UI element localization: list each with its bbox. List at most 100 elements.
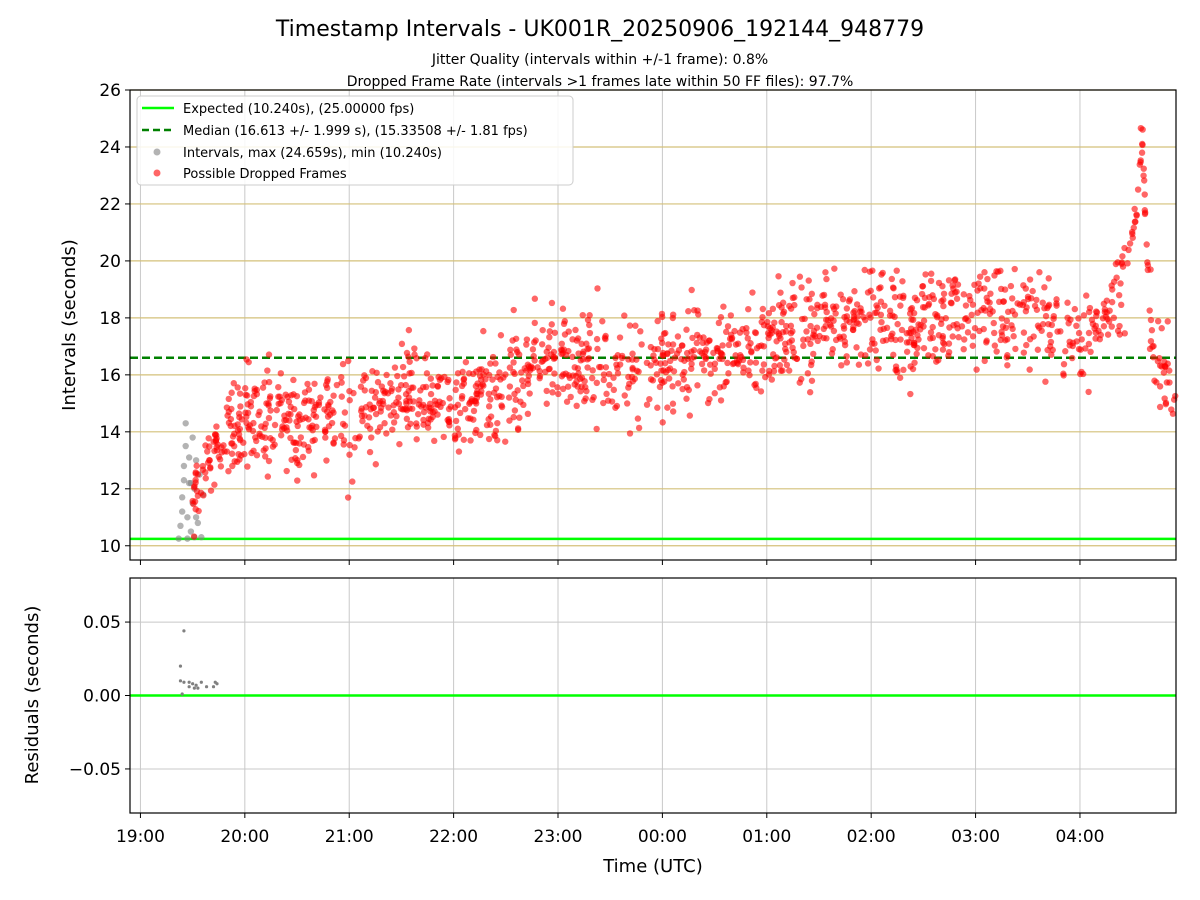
dropped-frame-point [877,311,885,319]
dropped-frame-point [1073,322,1080,330]
x-tick-label: 20:00 [220,827,269,847]
dropped-frame-point [647,343,655,351]
dropped-frame-point [485,435,493,443]
dropped-frame-point [665,341,672,348]
dropped-frame-point [269,443,277,450]
dropped-frame-point [275,383,282,391]
dropped-frame-point [813,324,821,331]
dropped-frame-point [883,324,891,332]
dropped-frame-point [1148,327,1156,334]
dropped-frame-point [411,345,418,352]
dropped-frame-point [539,326,546,334]
residual-point [215,682,219,686]
dropped-frame-point [331,435,339,442]
residual-point [191,682,195,686]
dropped-frame-point [621,392,628,399]
dropped-frame-point [561,318,569,325]
dropped-frame-point [600,371,608,378]
dropped-frame-point [424,424,432,431]
dropped-frame-point [734,340,742,347]
dropped-frame-point [271,421,279,429]
dropped-frame-point [785,367,793,374]
dropped-frame-point [875,365,882,372]
dropped-frame-point [373,369,380,376]
x-tick-label: 23:00 [534,827,583,847]
dropped-frame-point [1131,205,1138,213]
dropped-frame-point [590,394,597,401]
dropped-frame-point [974,309,981,316]
dropped-frame-point [474,390,481,398]
dropped-frame-point [454,401,462,409]
dropped-frame-point [1093,309,1101,316]
dropped-frame-point [253,452,261,459]
dropped-frame-point [586,329,594,337]
dropped-frame-point [265,414,273,422]
dropped-frame-point [811,332,819,340]
dropped-frame-point [729,360,737,368]
dropped-frame-point [1071,305,1079,313]
dropped-frame-point [907,325,915,332]
dropped-frame-point [398,340,406,348]
dropped-frame-point [776,362,784,369]
dropped-frame-point [717,397,725,404]
dropped-frame-point [766,331,773,338]
dropped-frame-point [310,406,317,414]
dropped-frame-point [276,393,283,400]
dropped-frame-point [1130,224,1137,231]
dropped-frame-point [371,394,379,401]
dropped-frame-point [247,398,255,406]
dropped-frame-point [1160,369,1168,376]
dropped-frame-point [888,275,896,283]
residual-point [187,680,191,684]
dropped-frame-point [1110,314,1118,322]
dropped-frame-point [1112,260,1120,268]
top-x-ticks [139,560,1081,565]
dropped-frame-point [498,393,505,401]
dropped-frame-point [1109,286,1116,293]
dropped-frame-point [460,375,468,382]
dropped-frame-point [346,451,353,458]
dropped-frame-point [330,392,337,399]
dropped-frame-point [688,348,695,355]
dropped-frame-point [588,374,596,382]
dropped-frame-point [946,324,953,331]
interval-point [185,454,193,461]
dropped-frame-point [669,400,677,407]
dropped-frame-point [961,336,968,343]
dropped-frame-point [427,390,435,398]
dropped-frame-point [679,385,686,393]
dropped-frame-point [505,394,513,401]
dropped-frame-point [993,348,1000,355]
dropped-frame-point [638,341,645,348]
dropped-frame-point [405,353,412,360]
dropped-frame-point [523,341,530,348]
residual-point [192,686,196,690]
dropped-frame-point [1124,260,1131,267]
dropped-frame-point [446,395,453,402]
dropped-frame-point [489,376,496,383]
dropped-frame-point [843,359,851,366]
dropped-frame-point [194,492,202,499]
dropped-frame-point [429,382,436,389]
dropped-frame-point [494,373,501,381]
dropped-frame-point [413,423,420,430]
dropped-frame-point [996,298,1003,306]
dropped-frame-point [414,410,422,418]
dropped-frame-point [434,383,442,390]
dropped-frame-point [860,313,867,321]
dropped-frame-point [853,344,860,351]
dropped-frame-point [760,361,768,368]
top-points [175,124,1179,542]
dropped-frame-point [737,352,744,359]
dropped-frame-point [866,268,874,275]
dropped-frame-point [727,312,735,319]
dropped-frame-point [300,399,308,407]
dropped-frame-point [1050,315,1057,322]
dropped-frame-point [939,333,947,340]
dropped-frame-point [413,436,420,443]
dropped-frame-point [605,370,613,378]
dropped-frame-point [755,342,763,350]
dropped-frame-point [829,303,837,310]
dropped-frame-point [309,437,316,445]
dropped-frame-point [945,277,953,284]
